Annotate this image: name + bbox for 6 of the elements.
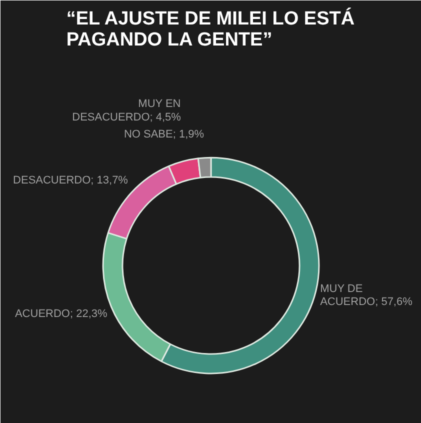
chart-title: “EL AJUSTE DE MILEI LO ESTÁ PAGANDO LA GENTE” [66, 8, 355, 50]
slice-label: NO SABE; 1,9% [124, 128, 204, 140]
slice-label: MUY DE ACUERDO; 57,6% [320, 282, 413, 308]
slice-label: ACUERDO; 22,3% [14, 308, 108, 320]
slice-label: DESACUERDO; 13,7% [13, 174, 128, 186]
slice-label: MUY EN DESACUERDO; 4,5% [72, 98, 182, 124]
